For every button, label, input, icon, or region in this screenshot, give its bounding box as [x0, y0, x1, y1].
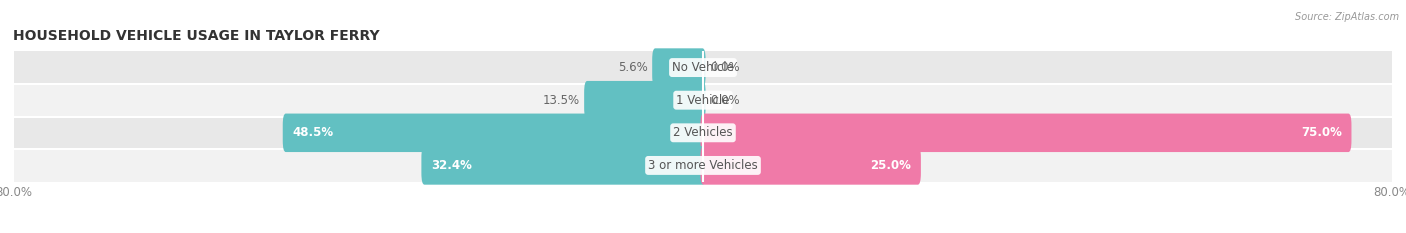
Text: HOUSEHOLD VEHICLE USAGE IN TAYLOR FERRY: HOUSEHOLD VEHICLE USAGE IN TAYLOR FERRY	[13, 29, 380, 43]
Bar	[14, 149, 1392, 182]
FancyBboxPatch shape	[283, 113, 706, 152]
Text: 3 or more Vehicles: 3 or more Vehicles	[648, 159, 758, 172]
FancyBboxPatch shape	[700, 146, 921, 185]
Bar	[14, 84, 1392, 116]
FancyBboxPatch shape	[422, 146, 706, 185]
Bar	[14, 116, 1392, 149]
Text: 5.6%: 5.6%	[619, 61, 648, 74]
Text: 1 Vehicle: 1 Vehicle	[676, 94, 730, 107]
Text: 0.0%: 0.0%	[710, 94, 740, 107]
Text: Source: ZipAtlas.com: Source: ZipAtlas.com	[1295, 12, 1399, 22]
FancyBboxPatch shape	[652, 48, 706, 87]
Text: 13.5%: 13.5%	[543, 94, 579, 107]
Text: 48.5%: 48.5%	[292, 126, 333, 139]
Text: 2 Vehicles: 2 Vehicles	[673, 126, 733, 139]
Text: 25.0%: 25.0%	[870, 159, 911, 172]
Text: 0.0%: 0.0%	[710, 61, 740, 74]
FancyBboxPatch shape	[700, 113, 1351, 152]
FancyBboxPatch shape	[583, 81, 706, 120]
Text: 32.4%: 32.4%	[430, 159, 472, 172]
Text: No Vehicle: No Vehicle	[672, 61, 734, 74]
Text: 75.0%: 75.0%	[1301, 126, 1341, 139]
Bar	[14, 51, 1392, 84]
